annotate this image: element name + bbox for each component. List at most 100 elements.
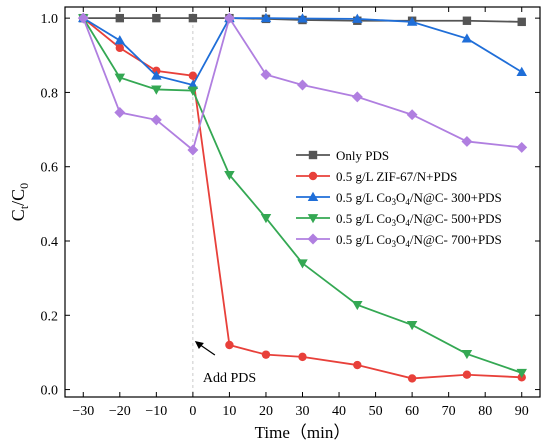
data-point — [188, 71, 198, 80]
x-tick-label: 30 — [296, 404, 310, 419]
data-point — [150, 114, 162, 126]
data-point — [260, 12, 272, 23]
data-point — [352, 13, 363, 23]
x-axis-title: Time（min） — [255, 423, 351, 442]
data-point — [516, 141, 528, 153]
data-point — [151, 85, 162, 95]
axis-titles: Time（min）Ct/C0 — [8, 183, 350, 442]
legend-label: 0.5 g/L Co3O4/N@C- 700+PDS — [336, 232, 502, 249]
y-tick-label: 0.4 — [41, 235, 59, 250]
legend-text: O — [396, 232, 405, 247]
data-point — [297, 79, 308, 91]
data-point — [115, 43, 125, 53]
legend-label: 0.5 g/L ZIF-67/N+PDS — [336, 169, 457, 184]
data-point — [114, 107, 126, 118]
data-point — [406, 16, 418, 26]
x-tick-label: 60 — [405, 404, 419, 419]
annotation: Add PDS — [194, 341, 256, 386]
y-title-c: C — [8, 209, 28, 221]
annotation-arrow-head — [194, 341, 204, 349]
legend-subscript: 4 — [405, 239, 410, 249]
data-point — [188, 13, 198, 23]
data-point — [223, 12, 235, 24]
data-point — [77, 12, 89, 24]
data-point — [351, 91, 363, 103]
series-3 — [78, 12, 527, 89]
data-point — [260, 214, 272, 224]
y-tick-label: 0.2 — [41, 309, 59, 324]
legend-text: 0.5 g/L Co — [336, 232, 392, 247]
data-point — [115, 13, 125, 23]
data-point — [307, 191, 319, 201]
y-title-sub-0: 0 — [17, 183, 31, 189]
data-point — [406, 321, 418, 331]
series-5 — [77, 12, 528, 156]
x-tick-label: 50 — [369, 404, 383, 419]
data-point — [114, 35, 126, 45]
legend-subscript: 3 — [392, 239, 397, 249]
data-point — [187, 144, 199, 156]
y-title-sub-t: t — [17, 205, 31, 209]
data-point — [224, 170, 235, 181]
axis-ticks: −30 −20 −10 0 10 20 30 40 50 60 70 80 90 0.0 0.2 0.4 0.6… — [41, 7, 540, 419]
legend-item: Only PDS — [296, 148, 389, 163]
legend-item: 0.5 g/L Co3O4/N@C- 300+PDS — [296, 190, 502, 207]
legend-subscript: 3 — [392, 218, 397, 228]
y-tick-label: 0.8 — [41, 86, 59, 101]
data-point — [352, 300, 363, 311]
x-tick-label: 40 — [332, 404, 346, 419]
x-tick-label: −30 — [72, 404, 94, 419]
data-point — [114, 73, 126, 83]
x-tick-label: 0 — [189, 404, 196, 419]
data-point — [261, 350, 271, 359]
legend-item: 0.5 g/L ZIF-67/N+PDS — [296, 169, 457, 184]
legend-label: 0.5 g/L Co3O4/N@C- 300+PDS — [336, 190, 502, 207]
data-point — [307, 233, 319, 245]
y-axis-title: Ct/C0 — [8, 183, 31, 221]
x-tick-label: −10 — [145, 404, 167, 419]
data-point — [462, 16, 472, 25]
y-tick-label: 0.0 — [41, 384, 59, 399]
data-point — [461, 349, 473, 360]
legend-subscript: 3 — [392, 197, 397, 207]
data-point — [517, 17, 526, 27]
y-tick-label: 1.0 — [41, 12, 59, 27]
x-tick-label: 70 — [442, 404, 456, 419]
data-point — [187, 86, 199, 96]
annotation-label: Add PDS — [203, 371, 256, 386]
data-point — [260, 69, 272, 81]
x-tick-label: 20 — [259, 404, 273, 419]
x-tick-label: 10 — [222, 404, 236, 419]
legend-text: 0.5 g/L Co — [336, 211, 392, 226]
data-point — [297, 13, 308, 23]
legend-text: Only PDS — [336, 148, 389, 163]
data-point — [225, 340, 234, 350]
x-tick-label: 90 — [515, 404, 529, 419]
legend-label: 0.5 g/L Co3O4/N@C- 500+PDS — [336, 211, 502, 228]
series-line — [82, 17, 523, 87]
legend-text: O — [396, 211, 405, 226]
data-point — [516, 368, 527, 379]
y-title-slash-c: /C — [8, 189, 28, 206]
data-point — [461, 33, 473, 43]
data-point — [353, 360, 362, 370]
annotation-arrow-shaft — [198, 343, 216, 356]
data-point — [297, 259, 308, 269]
legend-label: Only PDS — [336, 148, 389, 163]
data-point — [462, 370, 472, 379]
x-tick-label: 80 — [478, 404, 492, 419]
x-tick-label: −20 — [109, 404, 131, 419]
data-point — [307, 214, 319, 224]
legend-text: O — [396, 190, 405, 205]
legend-subscript: 4 — [405, 197, 410, 207]
series-layer — [77, 12, 528, 383]
legend-text: /N@C- 700+PDS — [410, 232, 502, 247]
data-point — [407, 374, 417, 383]
data-point — [151, 70, 162, 80]
legend-text: /N@C- 500+PDS — [410, 211, 502, 226]
legend-text: 0.5 g/L Co — [336, 190, 392, 205]
legend-text: /N@C- 300+PDS — [410, 190, 502, 205]
data-point — [406, 109, 418, 121]
